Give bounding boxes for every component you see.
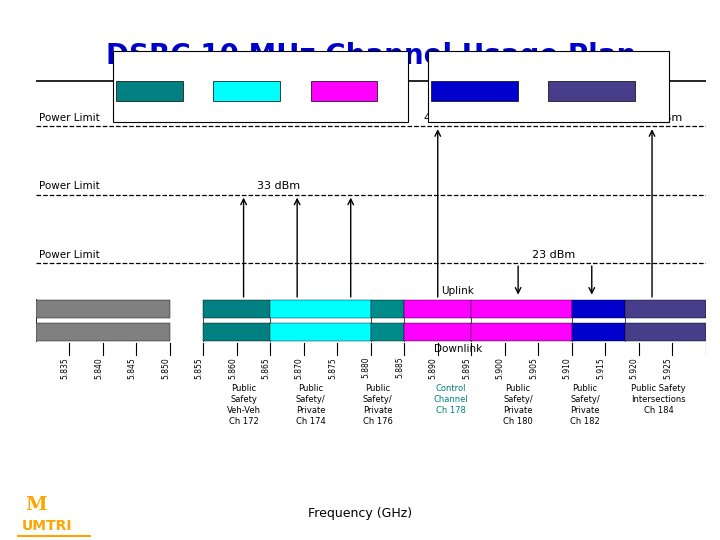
Text: 5.915: 5.915 xyxy=(596,357,606,379)
Bar xyxy=(36,322,170,341)
Text: 5.865: 5.865 xyxy=(261,357,271,379)
Bar xyxy=(271,322,371,341)
Text: DSRC 10 MHz Channel Usage Plan: DSRC 10 MHz Channel Usage Plan xyxy=(106,42,636,70)
Text: 5.880: 5.880 xyxy=(362,357,371,379)
Text: Downlink: Downlink xyxy=(433,345,482,354)
FancyBboxPatch shape xyxy=(113,51,408,122)
Text: 23 dBm: 23 dBm xyxy=(531,249,575,260)
Text: Med Rng Service: Med Rng Service xyxy=(212,104,282,112)
Bar xyxy=(371,322,404,341)
Text: 5.900: 5.900 xyxy=(496,357,505,379)
Bar xyxy=(625,322,706,341)
Text: Control: Control xyxy=(135,104,165,112)
Text: Intersections: Intersections xyxy=(564,104,619,112)
Text: Public
Safety/
Private
Ch 182: Public Safety/ Private Ch 182 xyxy=(570,384,600,427)
Text: Public
Safety/
Private
Ch 174: Public Safety/ Private Ch 174 xyxy=(296,384,325,427)
Text: 5.855: 5.855 xyxy=(194,357,204,379)
Text: 40 dBm: 40 dBm xyxy=(639,113,682,123)
Text: Public Safety
Intersections
Ch 184: Public Safety Intersections Ch 184 xyxy=(631,384,686,415)
Text: 5.885: 5.885 xyxy=(395,357,404,379)
Text: Veh-Veh: Veh-Veh xyxy=(458,104,492,112)
Text: 5.875: 5.875 xyxy=(328,357,338,379)
Text: 5.925: 5.925 xyxy=(663,357,672,379)
FancyBboxPatch shape xyxy=(428,51,669,122)
Text: Power Limit: Power Limit xyxy=(40,181,100,191)
Bar xyxy=(471,322,572,341)
Text: Control
Channel
Ch 178: Control Channel Ch 178 xyxy=(433,384,469,415)
Text: Frequency (GHz): Frequency (GHz) xyxy=(308,507,412,520)
Bar xyxy=(36,300,170,318)
Text: 5.845: 5.845 xyxy=(127,357,136,379)
Bar xyxy=(371,300,404,318)
Bar xyxy=(204,322,271,341)
Bar xyxy=(625,300,706,318)
Bar xyxy=(117,81,184,102)
Text: 5.835: 5.835 xyxy=(60,357,69,379)
Text: Public
Safety
Veh-Veh
Ch 172: Public Safety Veh-Veh Ch 172 xyxy=(227,384,261,427)
Text: Power Limit: Power Limit xyxy=(40,249,100,260)
Text: 5.870: 5.870 xyxy=(295,357,304,379)
Bar xyxy=(548,81,635,102)
Text: Shared Public Safety/Private: Shared Public Safety/Private xyxy=(188,53,326,63)
Text: Public
Safety/
Private
Ch 176: Public Safety/ Private Ch 176 xyxy=(363,384,392,427)
Bar xyxy=(572,322,625,341)
Text: 5.905: 5.905 xyxy=(529,357,539,379)
Text: M: M xyxy=(25,496,47,514)
Bar xyxy=(271,300,371,318)
Text: Dedicated Public Safety: Dedicated Public Safety xyxy=(487,53,603,63)
Text: Power Limit: Power Limit xyxy=(40,113,100,123)
Text: 5.850: 5.850 xyxy=(161,357,170,379)
Text: 5.890: 5.890 xyxy=(428,357,438,379)
Bar xyxy=(471,300,572,318)
Bar xyxy=(310,81,377,102)
Text: 5.920: 5.920 xyxy=(630,357,639,379)
Text: 5.895: 5.895 xyxy=(462,357,471,379)
Text: 33 dBm: 33 dBm xyxy=(257,181,300,191)
Bar xyxy=(213,81,280,102)
Text: 5.860: 5.860 xyxy=(228,357,237,379)
Bar xyxy=(431,81,518,102)
Text: UMTRI: UMTRI xyxy=(22,519,72,534)
Text: 5.840: 5.840 xyxy=(94,357,103,379)
Bar xyxy=(404,300,471,318)
Text: Short Rng Service: Short Rng Service xyxy=(306,104,382,112)
Bar xyxy=(404,322,471,341)
Text: Uplink: Uplink xyxy=(441,286,474,296)
Text: Public
Safety/
Private
Ch 180: Public Safety/ Private Ch 180 xyxy=(503,384,533,427)
Text: 5.910: 5.910 xyxy=(563,357,572,379)
Bar xyxy=(204,300,271,318)
Bar xyxy=(572,300,625,318)
Text: 44.8 dBm: 44.8 dBm xyxy=(424,113,479,123)
